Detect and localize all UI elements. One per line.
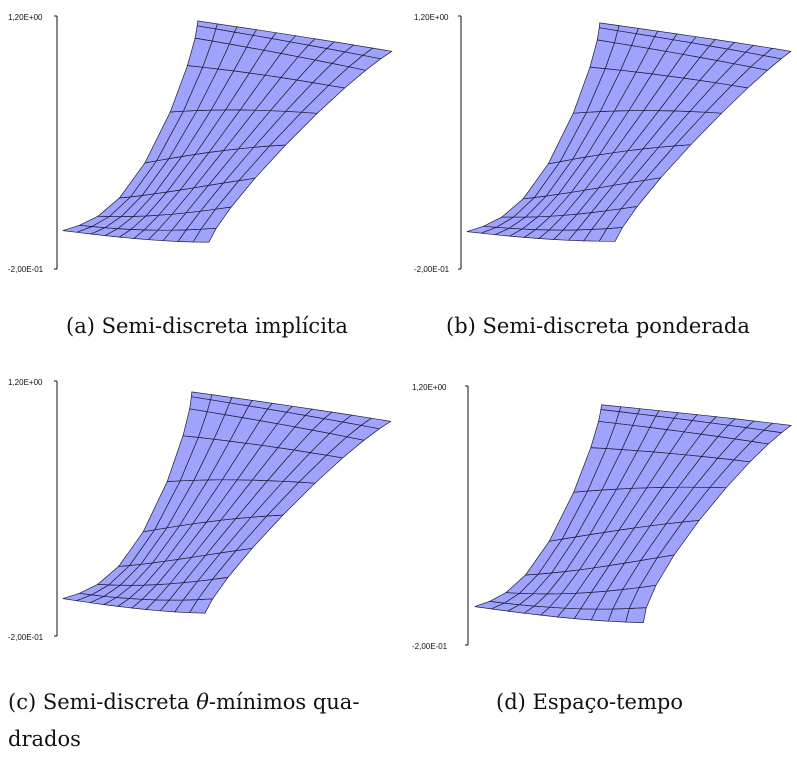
caption-a-text: Semi-discreta implícita — [101, 314, 348, 338]
axis-bottom-label: -2,00E-01 — [8, 633, 44, 642]
caption-c-prefix: (c) — [8, 690, 37, 714]
axis-bottom-label: -2,00E-01 — [412, 642, 448, 651]
surface-plot-b: 1,20E+00 -2,00E-01 — [414, 13, 792, 274]
caption-c-text-before: Semi-discreta — [42, 690, 190, 714]
caption-c-line2: drados — [8, 720, 81, 758]
axis-top-label: 1,20E+00 — [8, 378, 43, 387]
caption-a: (a) Semi-discreta implícita — [66, 307, 348, 345]
caption-b-prefix: (b) — [446, 314, 476, 338]
caption-c-text-line2: drados — [8, 727, 81, 751]
caption-c-text-after: -mínimos qua- — [208, 690, 360, 714]
panel-d: 1,20E+00 -2,00E-01 — [400, 372, 797, 662]
caption-d: (d) Espaço-tempo — [496, 683, 683, 721]
axis-top-label: 1,20E+00 — [414, 13, 449, 22]
caption-c-theta: θ — [196, 690, 209, 714]
panel-a: 1,20E+00 -2,00E-01 — [0, 0, 400, 300]
mesh-cell — [625, 607, 647, 623]
axis-bottom-label: -2,00E-01 — [414, 265, 450, 274]
caption-d-prefix: (d) — [496, 690, 526, 714]
axis-top-label: 1,20E+00 — [8, 13, 43, 22]
mesh-cell — [360, 417, 392, 430]
mesh-cell — [362, 47, 393, 60]
caption-c: (c) Semi-discreta θ-mínimos qua- — [8, 683, 359, 721]
caption-b-text: Semi-discreta ponderada — [482, 314, 750, 338]
panel-c: 1,20E+00 -2,00E-01 — [0, 372, 400, 662]
surface-plot-c: 1,20E+00 -2,00E-01 — [8, 378, 392, 642]
surface-plot-d: 1,20E+00 -2,00E-01 — [412, 383, 793, 651]
surface-plot-a: 1,20E+00 -2,00E-01 — [8, 13, 393, 274]
mesh-cell — [762, 47, 792, 60]
caption-d-text: Espaço-tempo — [532, 690, 683, 714]
axis-bottom-label: -2,00E-01 — [8, 265, 44, 274]
caption-b: (b) Semi-discreta ponderada — [446, 307, 750, 345]
caption-a-prefix: (a) — [66, 314, 95, 338]
mesh-cell — [763, 422, 793, 433]
panel-b: 1,20E+00 -2,00E-01 — [400, 0, 797, 300]
axis-top-label: 1,20E+00 — [412, 383, 447, 392]
